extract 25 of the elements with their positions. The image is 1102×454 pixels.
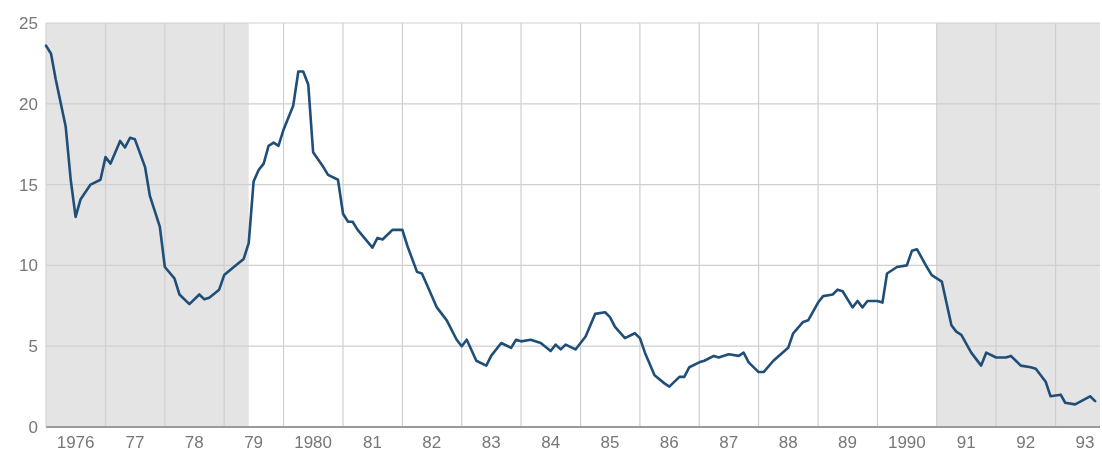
x-tick-label: 92 [1016, 433, 1036, 452]
y-tick-label: 15 [19, 175, 38, 195]
y-tick-label: 5 [28, 337, 38, 357]
x-tick-label: 82 [422, 433, 442, 452]
y-tick-label: 20 [19, 94, 38, 114]
y-tick-label: 0 [28, 417, 38, 437]
x-tick-label: 91 [956, 433, 976, 452]
x-tick-label: 83 [481, 433, 501, 452]
x-tick-label: 78 [184, 433, 204, 452]
x-tick-label: 77 [125, 433, 145, 452]
x-tick-label: 93 [1075, 433, 1095, 452]
x-tick-label: 79 [244, 433, 264, 452]
x-tick-label: 1990 [887, 433, 926, 452]
x-tick-label: 84 [541, 433, 561, 452]
x-tick-label: 89 [838, 433, 857, 452]
line-series [44, 44, 1097, 406]
x-tick-label: 1976 [56, 433, 95, 452]
y-tick-label: 10 [19, 256, 38, 276]
y-tick-label: 25 [19, 13, 38, 33]
x-tick-label: 87 [719, 433, 739, 452]
x-tick-label: 88 [778, 433, 798, 452]
x-tick-label: 1980 [294, 433, 333, 452]
x-tick-label: 85 [600, 433, 620, 452]
x-tick-label: 81 [363, 433, 382, 452]
x-tick-label: 86 [659, 433, 679, 452]
